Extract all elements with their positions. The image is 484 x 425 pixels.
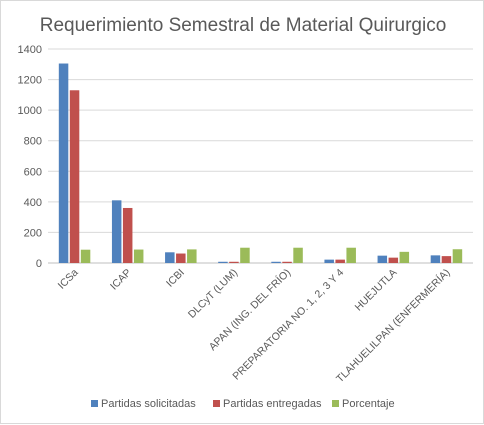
bar-partidas-solicitadas-icbi	[165, 252, 175, 263]
x-tick-label: TLAHUELILPAN (ENFERMERÍA)	[333, 266, 452, 385]
bar-partidas-solicitadas-tlahuelilpan-enfermeria	[430, 255, 441, 263]
legend-swatch	[213, 400, 220, 407]
bar-partidas-entregadas-preparatoria-no-1-2-3-y-4	[335, 259, 345, 263]
bar-partidas-solicitadas-icap	[111, 200, 122, 263]
x-tick-label: ICSa	[56, 267, 81, 292]
bar-porcentaje-icap	[133, 249, 144, 263]
x-tick-label: ICBI	[164, 267, 187, 290]
bar-partidas-entregadas-huejutla	[388, 257, 399, 263]
legend-swatch	[91, 400, 98, 407]
bar-partidas-solicitadas-preparatoria-no-1-2-3-y-4	[324, 259, 334, 263]
x-tick-label: ICAP	[108, 267, 134, 293]
bar-partidas-solicitadas-dlcyt-lum	[218, 261, 228, 263]
legend-label: Partidas solicitadas	[101, 398, 196, 410]
bar-partidas-entregadas-icap	[122, 207, 133, 263]
bar-porcentaje-huejutla	[399, 251, 410, 263]
bar-partidas-entregadas-icsa	[69, 90, 80, 264]
legend: Partidas solicitadas Partidas entregadas P…	[91, 398, 395, 410]
bar-partidas-solicitadas-apan-ing-del-frio	[271, 261, 281, 263]
bar-partidas-entregadas-tlahuelilpan-enfermeria	[441, 256, 452, 263]
bar-partidas-solicitadas-huejutla	[377, 255, 388, 263]
y-tick-label: 200	[24, 227, 42, 239]
bar-porcentaje-apan-ing-del-frio	[293, 247, 303, 263]
bar-porcentaje-icbi	[187, 249, 197, 263]
bar-partidas-solicitadas-icsa	[58, 63, 69, 264]
bar-partidas-entregadas-apan-ing-del-frio	[282, 261, 292, 263]
y-axis-ticks: 0 200 400 600 800 1000 1200 1400	[18, 44, 42, 270]
bar-partidas-entregadas-icbi	[176, 253, 186, 263]
chart-title: Requerimiento Semestral de Material Quir…	[40, 15, 447, 36]
bar-porcentaje-dlcyt-lum	[240, 247, 250, 263]
x-tick-label: PREPARATORIA NO. 1, 2, 3 Y 4	[230, 267, 346, 383]
x-tick-label: HUEJUTLA	[353, 267, 400, 314]
bar-porcentaje-tlahuelilpan-enfermeria	[452, 249, 463, 263]
gridlines	[48, 48, 473, 264]
bars	[58, 63, 463, 264]
x-tick-label: DLCyT (LUM)	[186, 267, 240, 321]
y-tick-label: 1200	[18, 75, 42, 87]
legend-swatch	[332, 400, 339, 407]
y-tick-label: 1000	[18, 105, 42, 117]
y-tick-label: 400	[24, 197, 42, 209]
bar-partidas-entregadas-dlcyt-lum	[229, 261, 239, 263]
legend-label: Porcentaje	[342, 398, 395, 410]
y-tick-label: 1400	[18, 44, 42, 56]
bar-porcentaje-preparatoria-no-1-2-3-y-4	[346, 247, 356, 263]
y-tick-label: 0	[36, 258, 42, 270]
bar-porcentaje-icsa	[80, 249, 91, 263]
y-tick-label: 600	[24, 166, 42, 178]
legend-label: Partidas entregadas	[223, 398, 322, 410]
y-tick-label: 800	[24, 136, 42, 148]
